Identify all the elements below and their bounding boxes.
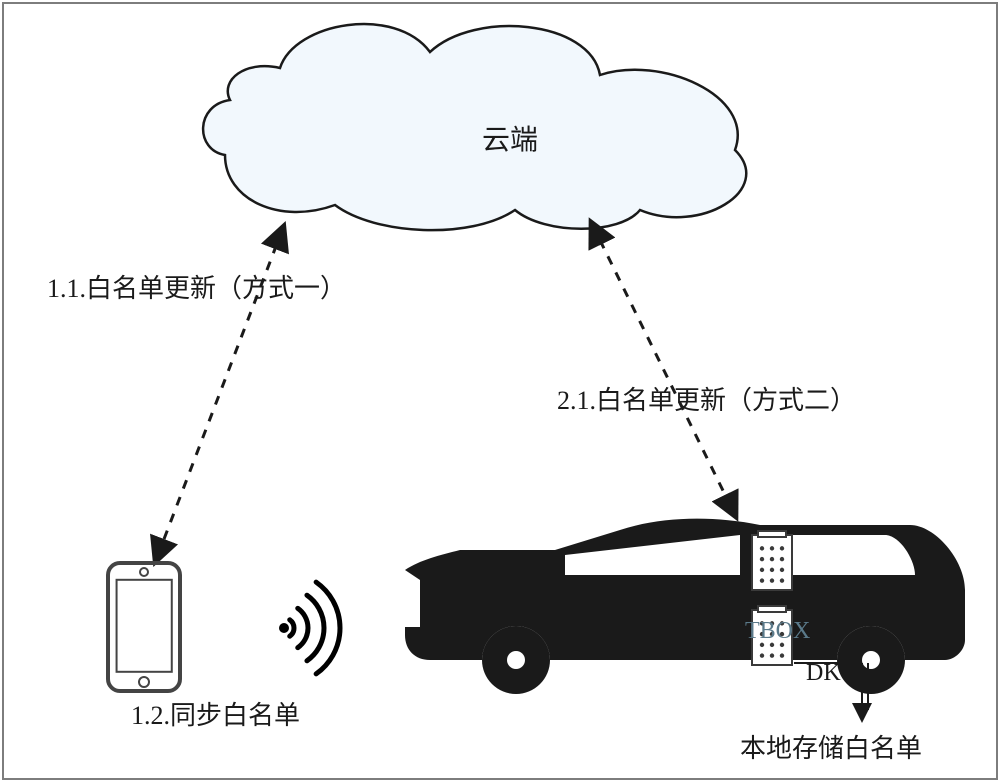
car-icon [405,519,965,694]
wireless-icon [279,582,340,674]
diagram-stage: 云端 1.1.白名单更新（方式一） 2.1.白名单更新（方式二） 1.2.同步白… [0,0,1000,782]
dk-label: DK [806,660,841,687]
label-sync: 1.2.同步白名单 [131,695,300,732]
tbox-label: TBOX [745,618,810,645]
cloud-label: 云端 [482,118,538,158]
arrow-car-cloud [592,224,735,515]
storage-label: 本地存储白名单 [740,728,922,765]
cloud-shape [203,24,746,230]
smartphone-icon [108,563,180,691]
label-arrow-left: 1.1.白名单更新（方式一） [47,268,346,305]
label-arrow-right: 2.1.白名单更新（方式二） [557,380,856,417]
module-top-icon [752,531,792,590]
